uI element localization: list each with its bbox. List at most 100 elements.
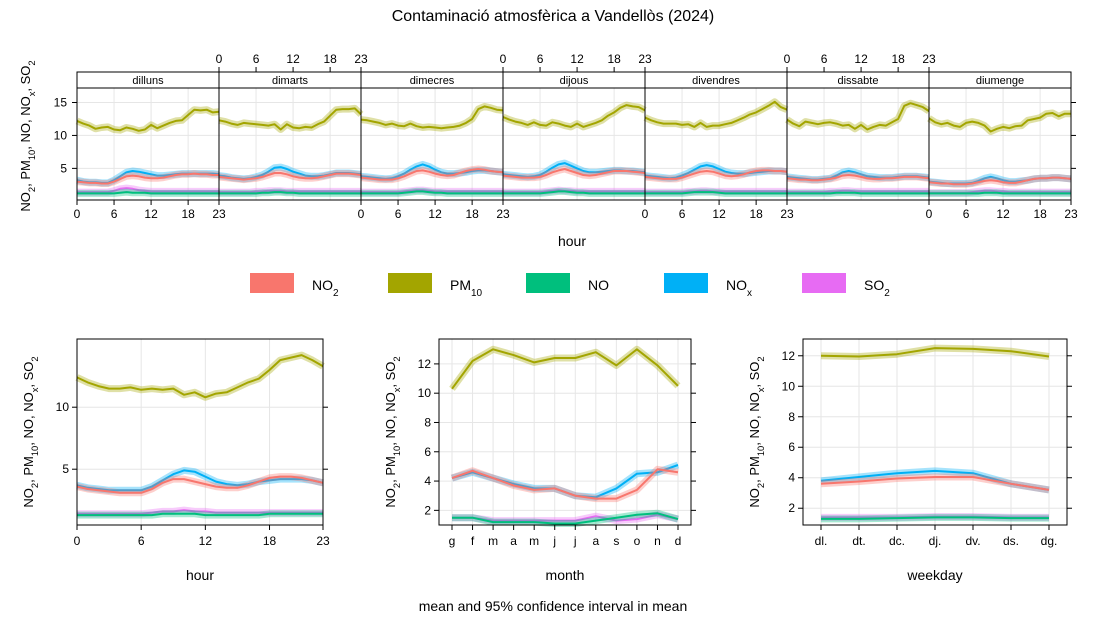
x-tick-label: 0 — [784, 52, 791, 66]
series-line-NO2 — [76, 475, 324, 494]
series-line-NO — [503, 190, 645, 195]
series-line-NO2 — [644, 169, 788, 180]
x-tick-label: m — [529, 534, 539, 548]
x-tick-label: 0 — [642, 207, 649, 221]
x-tick-label: 12 — [286, 52, 300, 66]
series-line-SO2 — [219, 189, 361, 194]
ci-band-NO2 — [76, 473, 324, 497]
x-tick-label: 23 — [638, 52, 652, 66]
panel-dimarts: dimarts 0 6 12 18 23 — [216, 52, 368, 201]
y-tick-label: 12 — [418, 357, 432, 371]
panel-frame — [928, 87, 1072, 201]
y-tick-label: 10 — [782, 379, 796, 393]
x-tick-label: 6 — [111, 207, 118, 221]
x-tick-label: 23 — [496, 207, 510, 221]
x-tick-label: 12 — [428, 207, 442, 221]
x-tick-label: 23 — [780, 207, 794, 221]
series-line-SO2 — [503, 189, 645, 194]
x-tick-label: 18 — [891, 52, 905, 66]
x-tick-label: dj. — [929, 534, 942, 548]
strip-label-dijous: dijous — [560, 75, 589, 87]
series-line-PM10 — [644, 100, 788, 128]
legend-swatch-SO2 — [802, 273, 846, 293]
series-line-PM10 — [76, 354, 324, 399]
y-tick-label: 10 — [56, 400, 70, 414]
y-tick-label: 8 — [788, 410, 795, 424]
series-line-NOx — [76, 469, 324, 492]
series-line-NO2 — [451, 468, 679, 500]
x-tick-label: 12 — [144, 207, 158, 221]
x-tick-label: a — [592, 534, 599, 548]
series-line-NO — [77, 191, 219, 195]
legend-swatch-NO — [526, 273, 570, 293]
legend-label-NO: NO — [588, 277, 609, 293]
y-tick-label: 6 — [424, 445, 431, 459]
strip-label-dilluns: dilluns — [132, 75, 164, 87]
y-axis-label: NO2, PM10, NO, NOx, SO2 — [21, 356, 40, 507]
series-line-PM10 — [451, 348, 679, 390]
x-tick-label: 6 — [679, 207, 686, 221]
x-tick-label: g — [449, 534, 456, 548]
x-tick-label: dv. — [965, 534, 980, 548]
axes-frame — [76, 338, 324, 526]
panel-dijous: dijous 0 6 12 18 23 — [500, 52, 652, 201]
panel-diumenge: diumenge 0 6 12 18 23 — [926, 71, 1078, 221]
y-tick-label: 10 — [418, 386, 432, 400]
series-line-PM10 — [76, 108, 220, 132]
series-line-NO2 — [820, 476, 1050, 491]
x-tick-label: 6 — [537, 52, 544, 66]
chart-title: Contaminació atmosfèrica a Vandellòs (20… — [392, 8, 715, 25]
series-line-NO2 — [928, 176, 1072, 186]
x-tick-label: a — [510, 534, 517, 548]
series-line-NO — [452, 512, 679, 525]
y-tick-label: 2 — [424, 503, 431, 517]
series-line-NO2 — [360, 168, 504, 181]
y-axis-label: NO2, PM10, NO, NOx, SO2 — [383, 356, 402, 507]
series-line-PM10 — [786, 102, 930, 131]
legend-label-SO2: SO2 — [864, 277, 890, 299]
series-line-NO — [821, 516, 1049, 520]
strip-label-dimecres: dimecres — [410, 75, 455, 87]
x-tick-label: 18 — [465, 207, 479, 221]
x-tick-label: 23 — [1064, 207, 1078, 221]
series-line-PM10 — [360, 105, 504, 130]
x-tick-label: 0 — [74, 207, 81, 221]
x-tick-label: 6 — [395, 207, 402, 221]
x-axis-label: month — [546, 567, 585, 583]
panel-divendres: divendres 0 6 12 18 23 — [642, 71, 794, 221]
ci-band-PM10 — [75, 351, 325, 401]
legend-label-NO2: NO2 — [312, 277, 339, 299]
x-tick-label: s — [613, 534, 619, 548]
axes-frame — [438, 338, 692, 526]
legend-label-PM10: PM10 — [450, 277, 483, 299]
y-tick-label: 4 — [788, 471, 795, 485]
x-tick-label: ds. — [1003, 534, 1019, 548]
x-tick-label: dl. — [815, 534, 828, 548]
legend-swatch-NOx — [664, 273, 708, 293]
weekday-chart: 2 4 6 8 10 12 dl. dt. dc. dj. dv. ds. dg. NO2, PM10, … — [747, 338, 1072, 583]
x-tick-label: 18 — [1033, 207, 1047, 221]
ci-band-NO2 — [360, 165, 504, 184]
x-tick-label: f — [471, 534, 475, 548]
series-line-SO2 — [787, 189, 929, 194]
x-tick-label: 6 — [963, 207, 970, 221]
y-tick-label: 5 — [60, 161, 67, 175]
x-tick-label: 18 — [607, 52, 621, 66]
series-line-NO — [645, 191, 787, 195]
x-axis-label: hour — [186, 567, 214, 583]
x-tick-label: 18 — [181, 207, 195, 221]
series-line-SO2 — [77, 509, 323, 515]
series-line-SO2 — [452, 513, 679, 522]
panel-dissabte: dissabte 0 6 12 18 23 — [784, 52, 936, 201]
legend-swatch-PM10 — [388, 273, 432, 293]
series-line-NO2 — [502, 168, 646, 179]
x-tick-label: 6 — [821, 52, 828, 66]
strip-label-dissabte: dissabte — [838, 75, 879, 87]
series-line-NO — [361, 190, 503, 195]
x-tick-label: 23 — [922, 52, 936, 66]
ci-band-PM10 — [785, 99, 931, 133]
ci-band-PM10 — [360, 102, 504, 132]
legend: NO2 PM10 NO NOx SO2 — [250, 273, 890, 299]
